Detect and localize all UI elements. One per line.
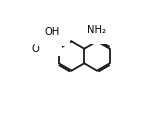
Text: O: O (41, 25, 48, 35)
Text: NH₂: NH₂ (87, 25, 106, 35)
Text: As: As (40, 37, 52, 47)
Text: O: O (31, 43, 39, 53)
Text: OH: OH (45, 27, 60, 36)
